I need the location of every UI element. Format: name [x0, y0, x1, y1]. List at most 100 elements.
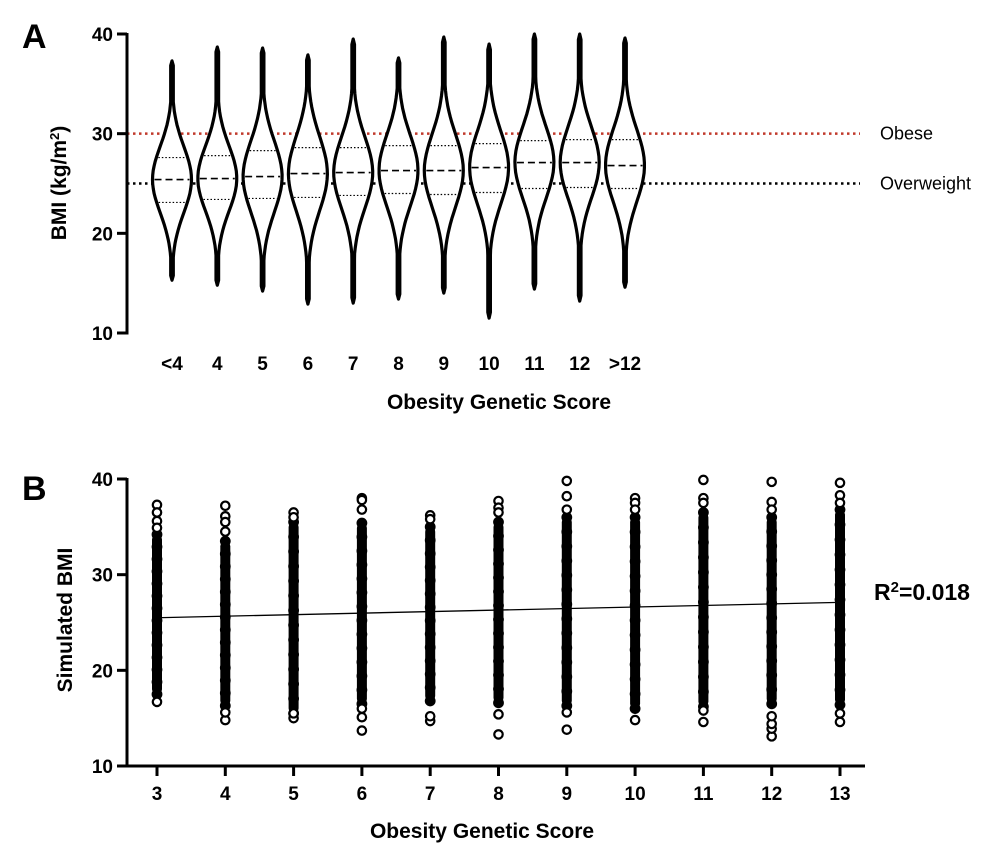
violin-8 — [377, 56, 420, 301]
panel-a-letter: A — [22, 18, 47, 56]
data-point — [493, 586, 504, 597]
data-point — [629, 600, 641, 611]
data-point — [834, 716, 846, 728]
panel-a-x-tick-label: 10 — [479, 354, 500, 375]
data-point — [766, 504, 777, 515]
violin-7 — [332, 37, 375, 305]
regression-line — [156, 601, 841, 619]
data-point — [151, 590, 163, 602]
data-point — [766, 476, 777, 488]
data-point — [834, 708, 846, 719]
data-point — [220, 516, 231, 528]
data-point — [834, 684, 846, 696]
data-point — [424, 575, 436, 586]
violin-4 — [196, 45, 239, 287]
panel-a-x-tick-label: <4 — [161, 354, 183, 375]
data-point — [561, 540, 573, 552]
data-point — [424, 588, 436, 600]
data-point — [698, 507, 709, 518]
data-point — [561, 671, 573, 683]
reference-label-obese: Obese — [880, 124, 933, 144]
data-point — [834, 669, 846, 681]
data-point — [356, 587, 368, 598]
data-point — [493, 683, 504, 695]
panel-b-plot-area: 10 20 30 40 3 4 5 6 7 8 9 10 11 12 13 — [92, 470, 865, 805]
panel-b-x-tick-label: 3 — [152, 784, 163, 805]
panel-a-x-tick-label: 9 — [439, 354, 450, 375]
panel-a-x-tick-label: >12 — [609, 354, 641, 375]
panel-b-y-tick-label: 10 — [92, 757, 113, 778]
panel-a-plot-area: Obese Overweight 10 20 30 40 <4 4 5 6 7 8 9 10 11 12 >12 — [92, 25, 971, 375]
panel-a-violin-chart: A BMI (kg/m2) Obesity Genetic Score Obes… — [22, 18, 971, 414]
data-point — [561, 490, 573, 502]
data-point — [493, 516, 504, 528]
data-point — [493, 530, 504, 542]
data-point — [424, 548, 436, 560]
data-point — [356, 725, 368, 736]
data-point — [356, 642, 368, 654]
data-point — [561, 685, 573, 697]
data-point — [561, 526, 573, 538]
panel-b-x-tick-label: 13 — [829, 784, 850, 805]
data-point — [834, 579, 846, 591]
data-point — [493, 558, 504, 570]
data-point — [766, 626, 778, 638]
data-point — [629, 541, 641, 553]
data-point — [356, 684, 368, 696]
data-point — [493, 614, 504, 625]
data-point — [766, 710, 777, 722]
data-point — [766, 698, 778, 710]
data-point — [834, 624, 846, 636]
data-point — [766, 569, 778, 581]
panel-b-x-tick-label: 11 — [693, 784, 714, 805]
data-point — [698, 611, 709, 623]
data-point — [493, 544, 504, 556]
panel-a-x-axis-title: Obesity Genetic Score — [387, 391, 611, 414]
data-point — [834, 549, 846, 561]
data-point — [561, 598, 573, 610]
panel-a-x-tick-label: 5 — [257, 354, 268, 375]
data-point — [356, 656, 368, 668]
data-point — [629, 644, 641, 656]
data-point — [288, 560, 300, 572]
data-point — [561, 569, 573, 581]
data-point — [288, 708, 299, 719]
violin-5 — [241, 46, 284, 293]
violin-gt12 — [604, 36, 646, 289]
reference-label-overweight: Overweight — [880, 174, 971, 194]
panel-b-x-tick-label: 7 — [425, 784, 436, 805]
data-point — [219, 649, 231, 661]
data-point — [288, 531, 300, 543]
data-point — [356, 601, 368, 612]
data-point — [561, 724, 573, 735]
data-point — [151, 553, 163, 565]
data-point — [766, 655, 778, 667]
data-point — [288, 678, 300, 690]
data-point — [356, 545, 368, 557]
data-point — [151, 565, 163, 577]
data-point — [629, 714, 641, 726]
data-point — [698, 686, 709, 698]
data-point — [288, 634, 300, 646]
data-point — [288, 619, 300, 631]
data-point — [698, 581, 709, 593]
data-point — [219, 637, 231, 648]
data-point — [356, 517, 368, 529]
data-point — [493, 669, 504, 681]
data-point — [151, 676, 163, 688]
panel-b-x-tick-label: 5 — [288, 784, 299, 805]
data-point — [629, 504, 641, 515]
data-point — [219, 687, 231, 699]
panel-a-x-tick-label: 12 — [569, 354, 590, 375]
data-point — [219, 611, 231, 623]
data-point — [766, 526, 778, 538]
data-point — [151, 541, 163, 553]
data-point — [834, 654, 846, 666]
data-point — [629, 526, 641, 538]
data-point — [561, 504, 573, 515]
data-point — [766, 554, 778, 566]
panel-b-y-axis-title: Simulated BMI — [54, 548, 77, 693]
data-point — [561, 642, 573, 654]
data-point — [288, 546, 300, 557]
data-point — [288, 604, 300, 616]
